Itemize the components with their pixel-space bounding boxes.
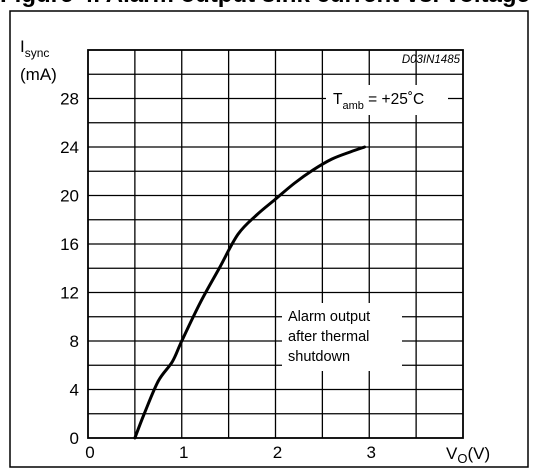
annotation: Alarm output after thermal shutdown bbox=[282, 303, 402, 371]
figure-caption: Figure 4. Alarm output sink current vs. … bbox=[0, 0, 539, 11]
y-axis-label: Isync bbox=[20, 37, 49, 60]
x-tick-labels: 0 1 2 3 bbox=[85, 443, 376, 462]
y-tick-label: 12 bbox=[60, 284, 79, 303]
plot-frame bbox=[87, 49, 464, 439]
annotation-line-2: after thermal bbox=[288, 329, 369, 345]
annotation-line-3: shutdown bbox=[288, 349, 350, 365]
y-tick-labels: 0 4 8 12 16 20 24 28 bbox=[60, 90, 79, 449]
x-tick-label: 3 bbox=[367, 443, 376, 462]
y-tick-label: 28 bbox=[60, 90, 79, 109]
y-tick-label: 4 bbox=[70, 381, 79, 400]
series-line bbox=[133, 145, 367, 440]
outer-frame bbox=[9, 10, 529, 468]
y-tick-label: 24 bbox=[60, 138, 79, 157]
x-tick-label: 1 bbox=[179, 443, 188, 462]
x-axis-label: VO(V) bbox=[446, 444, 490, 466]
annotation-line-1: Alarm output bbox=[288, 309, 370, 325]
x-tick-label: 2 bbox=[273, 443, 282, 462]
y-tick-label: 0 bbox=[70, 429, 79, 448]
y-tick-label: 16 bbox=[60, 235, 79, 254]
svg-text:Tamb = +25˚C: Tamb = +25˚C bbox=[333, 91, 424, 112]
x-tick-label: 0 bbox=[85, 443, 94, 462]
figure-code: D03IN1485 bbox=[402, 54, 461, 66]
y-axis-unit: (mA) bbox=[20, 65, 57, 84]
y-tick-label: 8 bbox=[70, 332, 79, 351]
condition-label: Tamb = +25˚C bbox=[326, 85, 448, 115]
y-tick-label: 20 bbox=[60, 187, 79, 206]
